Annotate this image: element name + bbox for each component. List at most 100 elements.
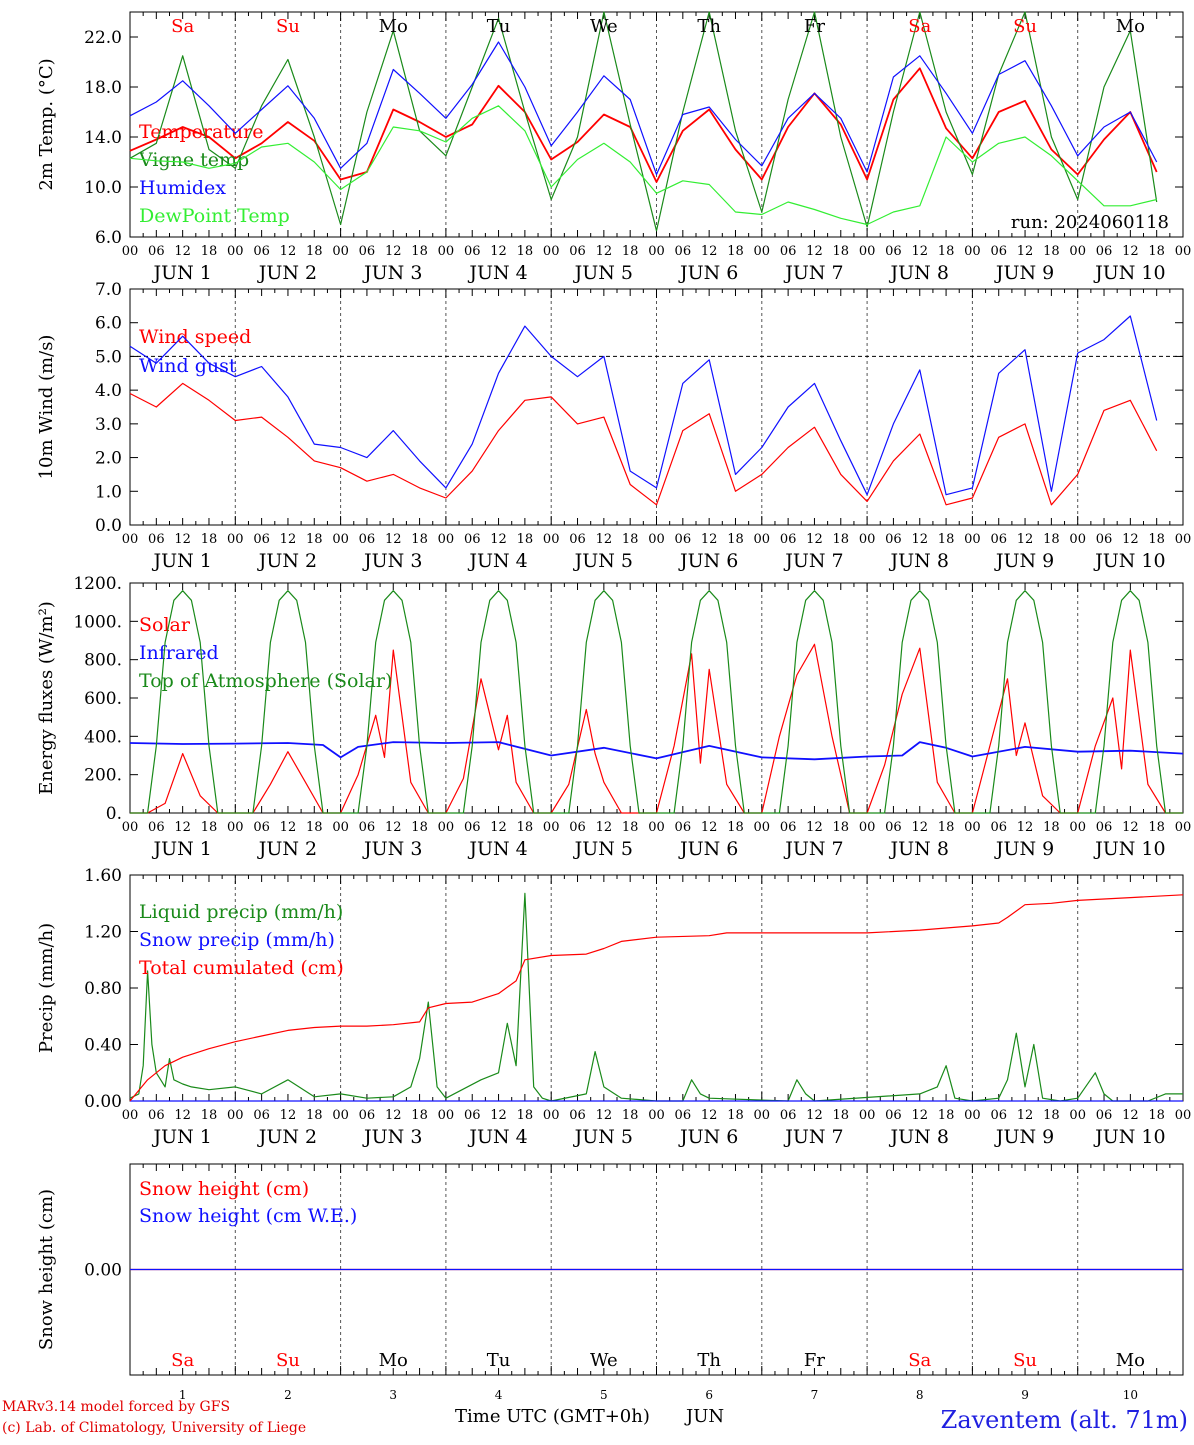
- hour-tick-label: 18: [306, 1108, 323, 1123]
- hour-tick-label: 00: [1069, 532, 1086, 547]
- date-label: JUN 8: [889, 550, 949, 572]
- hour-tick-label: 12: [701, 1108, 718, 1123]
- hour-tick-label: 00: [438, 244, 455, 259]
- y-tick-label: 600.: [84, 689, 122, 709]
- date-label: JUN 9: [994, 1126, 1054, 1148]
- hour-tick-label: 06: [253, 1108, 270, 1123]
- hour-tick-label: 06: [359, 1108, 376, 1123]
- series-line-wind_gust: [129, 315, 1158, 496]
- hour-tick-label: 00: [648, 532, 665, 547]
- y-axis-label: 2m Temp. (°C): [36, 58, 57, 190]
- date-label: JUN 5: [573, 262, 633, 284]
- weekday-label: Su: [1013, 1350, 1037, 1371]
- y-tick-label: 3.0: [95, 415, 122, 435]
- x-axis-title: Time UTC (GMT+0h): [455, 1406, 650, 1427]
- legend-humidex: Humidex: [139, 177, 226, 199]
- hour-tick-label: 12: [701, 244, 718, 259]
- y-tick-label: 2.0: [95, 449, 122, 469]
- hour-tick-label: 12: [596, 1108, 613, 1123]
- legend-snow_height: Snow height (cm): [139, 1178, 309, 1200]
- hour-tick-label: 18: [938, 244, 955, 259]
- hour-tick-label: 00: [122, 532, 139, 547]
- hour-tick-label: 18: [727, 820, 744, 835]
- y-tick-label: 0.40: [84, 1036, 122, 1056]
- date-label: JUN 4: [467, 550, 527, 572]
- date-label: JUN 6: [678, 1126, 738, 1148]
- weekday-label: Tu: [487, 16, 511, 37]
- hour-tick-label: 06: [148, 820, 165, 835]
- hour-tick-label: 18: [517, 1108, 534, 1123]
- date-label: JUN 10: [1093, 262, 1165, 284]
- hour-tick-label: 12: [490, 820, 507, 835]
- y-axis-label: Energy fluxes (W/m²): [36, 601, 57, 795]
- date-label: JUN 4: [467, 838, 527, 860]
- credit-line-1: MARv3.14 model forced by GFS: [2, 1399, 230, 1415]
- legend-cumulated: Total cumulated (cm): [139, 957, 344, 979]
- hour-tick-label: 00: [964, 820, 981, 835]
- hour-tick-label: 00: [332, 532, 349, 547]
- weekday-label: Mo: [379, 1350, 408, 1371]
- hour-tick-label: 18: [1148, 820, 1165, 835]
- date-label: JUN 1: [151, 550, 211, 572]
- hour-tick-label: 00: [122, 820, 139, 835]
- hour-tick-label: 00: [543, 244, 560, 259]
- hour-tick-label: 18: [727, 244, 744, 259]
- y-tick-label: 0.00: [84, 1092, 122, 1112]
- date-label: JUN 6: [678, 262, 738, 284]
- hour-tick-label: 00: [332, 820, 349, 835]
- hour-tick-label: 18: [411, 244, 428, 259]
- hour-tick-label: 06: [675, 244, 692, 259]
- y-tick-label: 7.0: [95, 280, 122, 300]
- hour-tick-label: 00: [754, 532, 771, 547]
- hour-tick-label: 12: [806, 1108, 823, 1123]
- hour-tick-label: 12: [280, 244, 297, 259]
- panels-layer: 6.010.014.018.022.02m Temp. (°C) Temperat…: [36, 11, 1192, 1402]
- hour-tick-label: 06: [464, 820, 481, 835]
- hour-tick-label: 00: [227, 532, 244, 547]
- y-tick-label: 5.0: [95, 347, 122, 367]
- hour-tick-label: 18: [306, 532, 323, 547]
- legend-snow_we: Snow height (cm W.E.): [139, 1205, 357, 1227]
- hour-tick-label: 00: [859, 820, 876, 835]
- hour-tick-label: 06: [990, 1108, 1007, 1123]
- day-number-label: 1: [179, 1388, 187, 1402]
- hour-tick-label: 06: [359, 820, 376, 835]
- hour-tick-label: 18: [727, 1108, 744, 1123]
- hour-tick-label: 12: [490, 1108, 507, 1123]
- y-tick-label: 1.0: [95, 482, 122, 502]
- hour-tick-label: 12: [174, 244, 191, 259]
- hour-tick-label: 06: [148, 532, 165, 547]
- hour-tick-label: 18: [411, 532, 428, 547]
- hour-tick-label: 12: [1122, 532, 1139, 547]
- date-label: JUN 9: [994, 550, 1054, 572]
- hour-tick-label: 00: [438, 820, 455, 835]
- hour-tick-label: 06: [464, 532, 481, 547]
- legend-snow_precip: Snow precip (mm/h): [139, 929, 335, 951]
- hour-tick-label: 18: [517, 532, 534, 547]
- hour-tick-label: 06: [780, 1108, 797, 1123]
- hour-tick-label: 18: [411, 820, 428, 835]
- hour-tick-label: 12: [1017, 820, 1034, 835]
- hour-tick-label: 12: [174, 532, 191, 547]
- hour-tick-label: 12: [1017, 1108, 1034, 1123]
- hour-tick-label: 18: [306, 820, 323, 835]
- hour-tick-label: 18: [622, 820, 639, 835]
- date-label: JUN 2: [257, 838, 317, 860]
- y-tick-label: 10.0: [84, 178, 122, 198]
- weekday-label: Sa: [908, 16, 931, 37]
- legend-toa: Top of Atmosphere (Solar): [139, 670, 392, 692]
- hour-tick-label: 00: [543, 532, 560, 547]
- legend-wind_speed: Wind speed: [139, 326, 251, 348]
- day-number-label: 7: [811, 1388, 819, 1402]
- y-tick-label: 1.20: [84, 923, 122, 943]
- hour-tick-label: 00: [543, 820, 560, 835]
- day-number-label: 2: [284, 1388, 292, 1402]
- hour-tick-label: 00: [1175, 820, 1192, 835]
- hour-tick-label: 12: [174, 1108, 191, 1123]
- hour-tick-label: 12: [701, 532, 718, 547]
- hour-tick-label: 18: [938, 1108, 955, 1123]
- hour-tick-label: 12: [385, 244, 402, 259]
- hour-tick-label: 06: [990, 532, 1007, 547]
- y-tick-label: 14.0: [84, 128, 122, 148]
- hour-tick-label: 18: [1148, 532, 1165, 547]
